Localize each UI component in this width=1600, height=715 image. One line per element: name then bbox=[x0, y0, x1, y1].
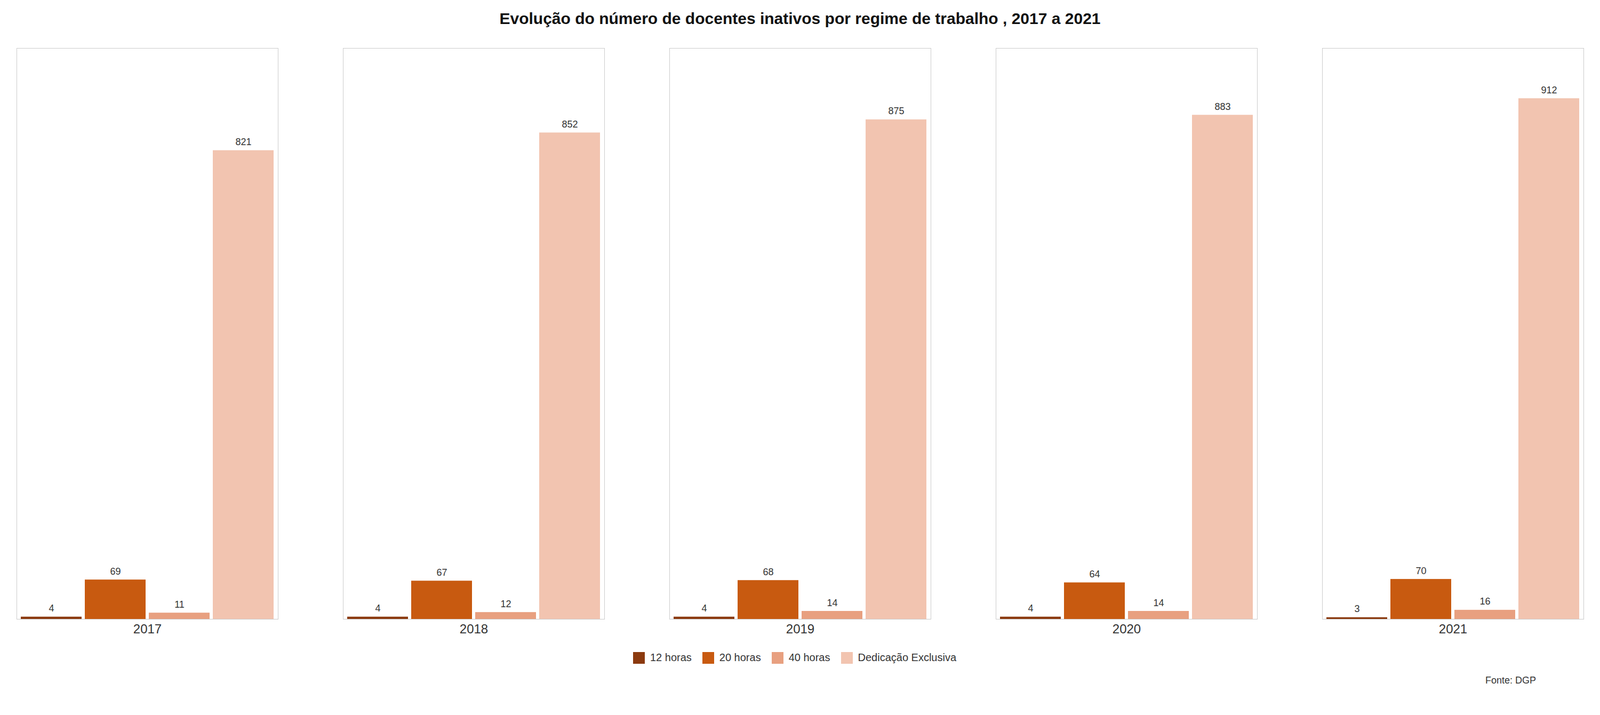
svg-text:2019: 2019 bbox=[786, 621, 815, 636]
svg-text:875: 875 bbox=[888, 105, 904, 117]
svg-text:3: 3 bbox=[1354, 603, 1360, 614]
svg-text:70: 70 bbox=[1415, 565, 1427, 576]
svg-text:14: 14 bbox=[1153, 597, 1164, 608]
html-text:12 horas: 12 horas bbox=[650, 651, 692, 663]
svg-text:4: 4 bbox=[701, 602, 707, 614]
svg-text:4: 4 bbox=[374, 602, 381, 614]
svg-text:69: 69 bbox=[109, 565, 121, 577]
svg-text:821: 821 bbox=[235, 136, 252, 148]
svg-text:2018: 2018 bbox=[459, 621, 488, 636]
svg-text:4: 4 bbox=[48, 602, 54, 614]
svg-text:2020: 2020 bbox=[1112, 621, 1141, 636]
html-text:Fonte: DGP: Fonte: DGP bbox=[1485, 674, 1536, 686]
svg-text:2017: 2017 bbox=[133, 621, 162, 636]
html-text:20 horas: 20 horas bbox=[719, 651, 761, 663]
svg-text:16: 16 bbox=[1479, 595, 1491, 607]
svg-text:4: 4 bbox=[1027, 602, 1034, 614]
svg-text:912: 912 bbox=[1540, 84, 1557, 96]
html-text:40 horas: 40 horas bbox=[788, 651, 831, 663]
svg-text:67: 67 bbox=[436, 566, 447, 578]
svg-text:14: 14 bbox=[826, 597, 838, 608]
svg-text:883: 883 bbox=[1214, 101, 1231, 112]
html-text:Dedicação Exclusiva: Dedicação Exclusiva bbox=[857, 651, 957, 663]
svg-text:64: 64 bbox=[1089, 568, 1100, 580]
svg-text:68: 68 bbox=[762, 566, 774, 578]
svg-text:2021: 2021 bbox=[1438, 621, 1468, 636]
svg-text:11: 11 bbox=[174, 598, 185, 610]
html-text:Evolução do número de docentes: Evolução do número de docentes inativos … bbox=[499, 9, 1101, 28]
svg-text:12: 12 bbox=[500, 598, 511, 610]
svg-text:852: 852 bbox=[561, 118, 578, 130]
